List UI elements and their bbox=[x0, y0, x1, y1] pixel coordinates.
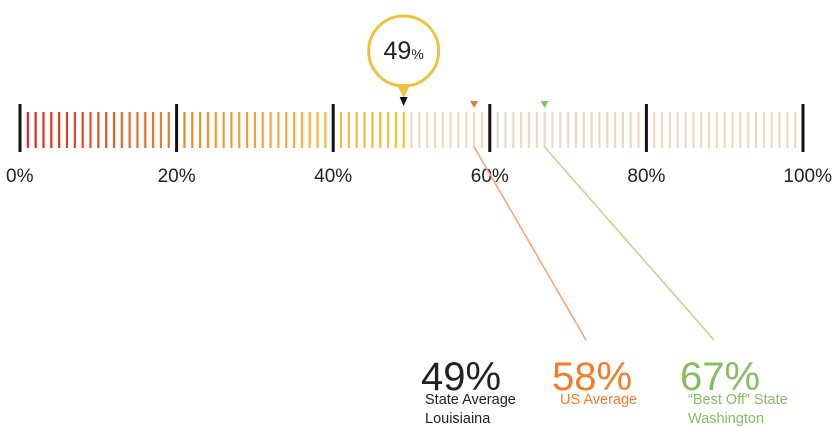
gauge-major-ticks bbox=[18, 104, 805, 152]
current-value-bubble: 49% bbox=[367, 14, 441, 106]
gauge-bars bbox=[26, 112, 797, 148]
tick-label: 60% bbox=[471, 166, 509, 187]
marker-triangle bbox=[470, 101, 479, 108]
marker-triangle bbox=[540, 101, 549, 108]
tick-label: 40% bbox=[314, 166, 352, 187]
marker-leader-line bbox=[473, 146, 587, 341]
marker-leader-lines bbox=[473, 146, 715, 341]
marker-triangles bbox=[470, 101, 549, 108]
bubble-pointer bbox=[396, 84, 411, 98]
bubble-value-label: 49% bbox=[384, 37, 424, 65]
summary-caption: US Average bbox=[560, 392, 637, 408]
current-value-pointer bbox=[399, 97, 408, 106]
tick-label: 20% bbox=[158, 166, 196, 187]
gauge-tick-labels: 0% 20% 40% 60% 80% 100% bbox=[6, 166, 832, 187]
marker-leader-line bbox=[544, 146, 715, 341]
tick-label: 0% bbox=[6, 166, 34, 187]
summary-value: 58% bbox=[552, 355, 632, 399]
summary-caption: “Best Off” State bbox=[688, 392, 788, 408]
summary-caption: Louisiaina bbox=[425, 411, 491, 427]
summary-value: 67% bbox=[680, 355, 760, 399]
value-summaries: 49%State Average Louisiaina 58%US Average 6… bbox=[421, 355, 788, 427]
bubble-value-number: 49 bbox=[384, 37, 412, 65]
bubble-value-unit: % bbox=[411, 46, 423, 62]
tick-label: 80% bbox=[627, 166, 665, 187]
summary-value: 49% bbox=[421, 355, 501, 399]
tick-label: 100% bbox=[783, 166, 832, 187]
summary-caption: Washington bbox=[688, 411, 764, 427]
summary-caption: State Average bbox=[425, 392, 516, 408]
